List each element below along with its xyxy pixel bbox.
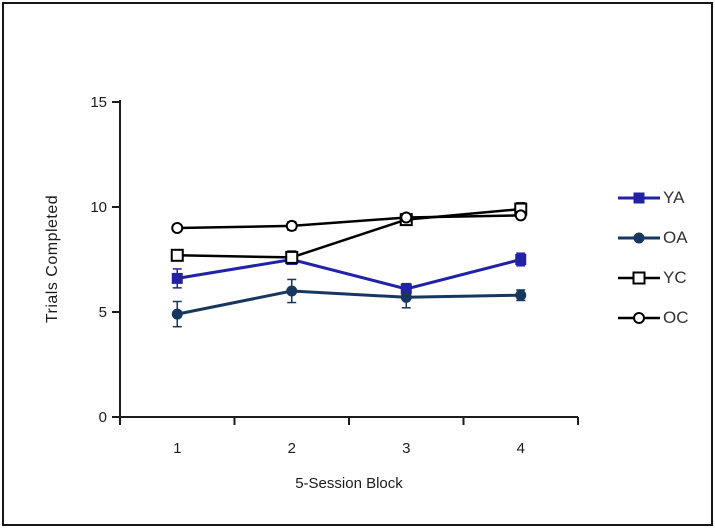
y-tick-label: 0 xyxy=(99,409,107,426)
legend-item-YA: YA xyxy=(618,188,689,207)
x-tick-label: 1 xyxy=(173,440,181,457)
marker-OC-3 xyxy=(400,211,413,224)
y-tick-label: 10 xyxy=(90,199,107,216)
legend-marker-OA xyxy=(633,232,645,244)
marker-OC-4 xyxy=(514,209,527,222)
legend-item-OA: OA xyxy=(618,228,689,247)
legend-item-OC: OC xyxy=(618,308,689,327)
x-tick-label: 2 xyxy=(288,440,296,457)
series-line-OC xyxy=(177,214,521,230)
x-tick-label: 3 xyxy=(402,440,410,457)
legend-marker-filled-circle xyxy=(618,232,660,244)
marker-YA-4 xyxy=(515,254,527,265)
legend-label-YC: YC xyxy=(663,268,687,287)
marker-OA-3 xyxy=(400,291,412,303)
marker-OA-4 xyxy=(515,289,527,301)
marker-YC-2 xyxy=(285,250,299,264)
x-axis-title: 5-Session Block xyxy=(295,475,403,492)
legend-marker-filled-square xyxy=(618,192,660,204)
marker-YA-3 xyxy=(400,283,412,295)
legend-marker-OC xyxy=(633,312,645,324)
marker-OC-2 xyxy=(285,219,298,232)
marker-YA-1 xyxy=(171,272,183,284)
legend-marker-YC xyxy=(632,271,646,285)
marker-OA-2 xyxy=(286,285,298,297)
marker-OC-1 xyxy=(171,222,184,234)
legend-marker-YA xyxy=(633,192,645,204)
x-tick-label: 4 xyxy=(517,440,525,457)
y-tick-label: 5 xyxy=(99,304,107,321)
legend-item-YC: YC xyxy=(618,268,689,287)
legend-label-OC: OC xyxy=(663,308,689,327)
y-tick-label: 15 xyxy=(90,94,107,111)
series-line-YC xyxy=(177,207,521,259)
series-line-OA xyxy=(176,289,521,316)
y-axis-title: Trials Completed xyxy=(44,194,61,324)
series-line-YA xyxy=(177,257,522,291)
legend-label-OA: OA xyxy=(663,228,688,247)
legend-marker-open-circle xyxy=(618,312,660,324)
legend-label-YA: YA xyxy=(663,188,685,207)
marker-OA-1 xyxy=(171,308,183,320)
legend-marker-open-square xyxy=(618,271,660,285)
marker-YC-1 xyxy=(170,248,184,262)
legend: YA OA YC OC xyxy=(618,188,689,327)
